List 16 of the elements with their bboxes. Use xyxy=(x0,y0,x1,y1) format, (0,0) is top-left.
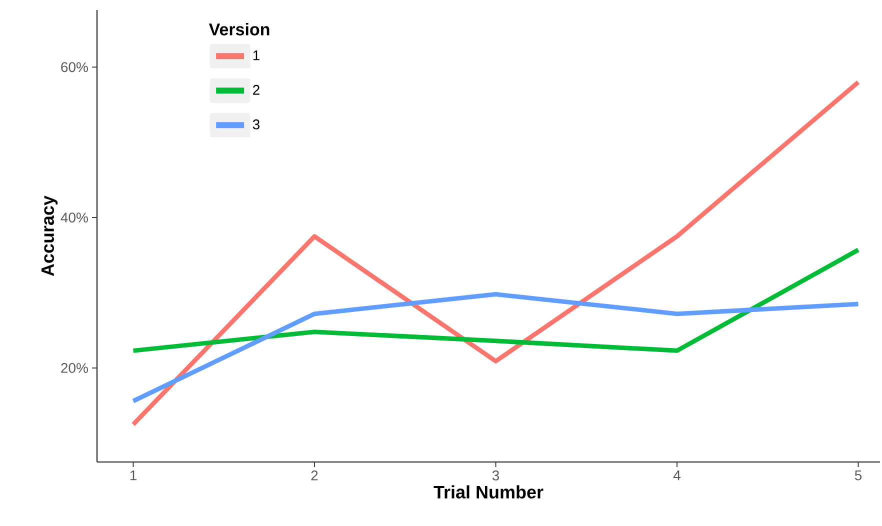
line-series xyxy=(131,80,861,427)
x-axis-title: Trial Number xyxy=(434,485,544,499)
x-tick-label: 2 xyxy=(311,470,318,480)
line-series xyxy=(131,248,861,353)
legend-title: Version xyxy=(208,22,270,36)
legend-label: 2 xyxy=(253,84,260,95)
x-tick-label: 3 xyxy=(492,470,500,480)
y-tick-label: 60% xyxy=(61,62,88,72)
x-tick-label: 1 xyxy=(130,470,136,480)
legend-label: 1 xyxy=(253,50,260,60)
y-tick-label: 40% xyxy=(60,212,88,223)
legend-label: 3 xyxy=(252,119,260,130)
y-axis-title: Accuracy xyxy=(41,196,58,276)
x-tick-label: 5 xyxy=(854,470,862,480)
y-tick-label: 20% xyxy=(61,363,88,373)
x-tick-label: 4 xyxy=(673,470,680,480)
